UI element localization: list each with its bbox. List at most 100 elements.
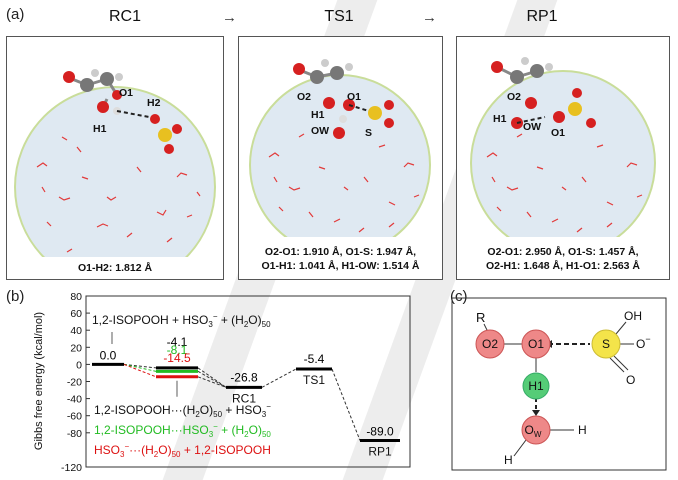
y-tick-label: 20	[70, 342, 82, 354]
legend-green-part: 3	[209, 430, 214, 439]
atom-o1-circle	[521, 329, 551, 359]
y-tick-label: 60	[70, 308, 82, 320]
y-tick-label: 40	[70, 325, 82, 337]
legend-black-part: 50	[213, 410, 222, 419]
level-connector	[331, 368, 361, 441]
legend-black-text: 1,2-ISOPOOH···(H2O)50 + HSO3−	[94, 402, 271, 419]
level-value-complex_green: -8.1	[167, 343, 188, 357]
atom-h1: H1	[528, 379, 544, 393]
level-value-RP1: -89.0	[366, 424, 394, 438]
y-axis-ticks: 80 60 40 20 0 -20 -40 -60 -80 -120	[61, 291, 90, 474]
rc1-label-h2: H2	[147, 97, 161, 109]
atom-o2: O2	[482, 337, 498, 351]
water-molecules	[486, 133, 643, 233]
y-tick-label: 80	[70, 291, 82, 303]
ts1-structure	[249, 59, 431, 256]
water-molecules	[268, 133, 420, 233]
y-axis-label: Gibbs free energy (kcal/mol)	[33, 312, 45, 450]
legend-black-part: −	[266, 402, 271, 411]
atom-o-double: O	[626, 373, 635, 387]
rp1-caption: O2-O1: 2.950 Å, O1-S: 1.457 Å, O2-H1: 1.…	[457, 245, 669, 273]
caption-line: O2-O1: 2.950 Å, O1-S: 1.457 Å,	[487, 246, 639, 258]
title-ts1: TS1	[324, 8, 354, 25]
rp1-label-o2: O2	[507, 91, 522, 103]
legend-red-part: ···(H	[129, 443, 154, 457]
rp1-label-ow: OW	[523, 121, 542, 133]
legend-green-text: 1,2-ISOPOOH···HSO3− + (H2O)50	[94, 422, 271, 439]
legend-green-part: + (H	[218, 423, 244, 437]
rp1-label-o1: O1	[551, 127, 566, 139]
structure-box-rc1: O1 H2 H1 O1-H2: 1.812 Å	[6, 36, 224, 288]
panel-b-label: (b)	[6, 288, 25, 305]
top-part-1: 1,2-ISOPOOH + HSO	[92, 313, 208, 327]
top-part-5: 2	[244, 320, 249, 329]
panel-a-label: (a)	[6, 6, 25, 23]
level-name-RP1: RP1	[368, 444, 392, 458]
top-part-7: 50	[262, 320, 271, 329]
caption-line: O1-H2: 1.812 Å	[77, 262, 153, 274]
level-value-complex_black: -4.1	[167, 335, 188, 349]
level-connector	[261, 368, 297, 388]
ts1-label-h1: H1	[311, 109, 325, 121]
atom-o1: O1	[528, 337, 544, 351]
rc1-label-h1: H1	[93, 123, 107, 135]
legend-black-part: 3	[262, 410, 267, 419]
structure-box-rp1: O2 H1 OW O1 O2-O1: 2.950 Å, O1-S: 1.457 …	[456, 36, 670, 280]
caption-line: O1-H1: 1.041 Å, H1-OW: 1.514 Å	[261, 260, 420, 272]
atom-h1-circle	[522, 372, 550, 400]
ts1-label-o1: O1	[347, 91, 362, 103]
mechanism-diagram: R O2 O1 S OH O− O H1 OW H H	[451, 297, 667, 471]
atom-r: R	[476, 310, 485, 325]
y-tick-label: 0	[76, 359, 82, 371]
y-tick-label: -20	[67, 377, 82, 389]
legend-green-part: 50	[262, 430, 271, 439]
legend-green: 1,2-ISOPOOH···HSO3− + (H2O)50	[94, 422, 271, 439]
legend-red-part: 50	[172, 450, 181, 459]
rp1-structure	[470, 57, 656, 256]
legend-black-part: + HSO	[222, 403, 262, 417]
y-tick-label: -40	[67, 394, 82, 406]
caption-line: O2-H1: 1.648 Å, H1-O1: 2.563 Å	[485, 260, 641, 272]
atom-s-circle	[591, 329, 621, 359]
atom-s: S	[602, 337, 610, 351]
legend-black: 1,2-ISOPOOH···(H2O)50 + HSO3−	[94, 402, 271, 419]
y-tick-label: -60	[67, 411, 82, 423]
level-connector	[197, 367, 227, 388]
rc1-structure	[14, 69, 216, 288]
legend-red: HSO3−···(H2O)50 + 1,2-ISOPOOH	[94, 442, 271, 459]
level-name-RC1: RC1	[232, 391, 256, 405]
legend-red-part: 2	[154, 450, 159, 459]
title-rp1: RP1	[526, 8, 558, 25]
level-value-complex_red: -14.5	[163, 351, 191, 365]
ts1-label-s: S	[365, 127, 373, 139]
top-part-4: + (H	[218, 313, 244, 327]
top-annotation: 1,2-ISOPOOH + HSO3− + (H2O)50	[92, 312, 271, 329]
legend-black-part: O)	[200, 403, 213, 417]
y-tick-label: -120	[61, 462, 82, 474]
top-part-3: −	[213, 312, 218, 321]
panel-c-label: (c)	[450, 288, 468, 305]
legend-black-part: 1,2-ISOPOOH···(H	[94, 403, 195, 417]
atom-ow-circle	[521, 415, 551, 445]
atom-ow: OW	[525, 423, 542, 439]
top-part-6: O)	[248, 313, 261, 327]
ts1-label-ow: OW	[311, 125, 330, 137]
arrow-2: →	[422, 9, 437, 26]
atom-h-right: H	[578, 423, 587, 437]
title-rc1: RC1	[108, 8, 141, 25]
ts1-caption: O2-O1: 1.910 Å, O1-S: 1.947 Å, O1-H1: 1.…	[239, 245, 442, 273]
legend-green-part: 1,2-ISOPOOH···HSO	[94, 423, 209, 437]
rc1-label-o1: O1	[119, 87, 134, 99]
rc1-caption: O1-H2: 1.812 Å	[7, 261, 223, 275]
level-connector	[197, 376, 227, 388]
legend-red-part: + 1,2-ISOPOOH	[181, 443, 271, 457]
legend-red-text: HSO3−···(H2O)50 + 1,2-ISOPOOH	[94, 442, 271, 459]
top-part-2: 3	[208, 320, 213, 329]
legend-black-part: 2	[195, 410, 200, 419]
atom-oh: OH	[624, 309, 642, 323]
ts1-label-o2: O2	[297, 91, 312, 103]
legend-red-part: 3	[120, 450, 125, 459]
atom-o2-circle	[475, 329, 505, 359]
legend-red-part: HSO	[94, 443, 120, 457]
legend-green-part: 2	[244, 430, 249, 439]
